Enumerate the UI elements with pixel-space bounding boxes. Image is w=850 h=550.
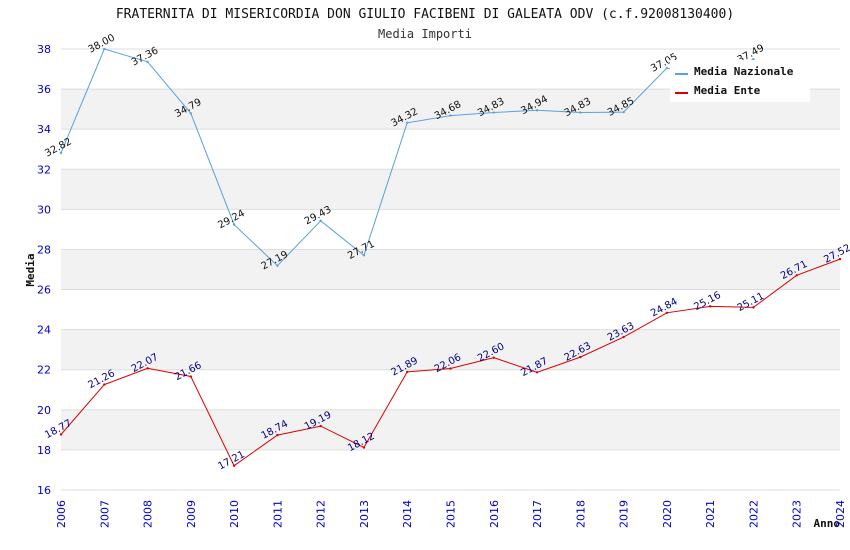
legend-label-media-nazionale: Media Nazionale — [694, 65, 794, 78]
y-tick-label: 20 — [37, 404, 51, 417]
x-tick-label: 2017 — [531, 500, 544, 528]
x-axis-title: Anno — [814, 517, 841, 530]
x-tick-label: 2011 — [271, 500, 284, 528]
data-point-media-nazionale — [492, 111, 495, 114]
band — [61, 409, 840, 450]
x-axis-ticks: 2006 2007 2008 2009 2010 2011 2012 2013 2014 2015… — [55, 500, 847, 528]
y-tick-label: 36 — [37, 83, 51, 96]
x-tick-label: 2016 — [488, 500, 501, 528]
data-point-media-ente — [103, 383, 106, 386]
series-lines — [59, 47, 842, 467]
data-point-media-ente — [276, 433, 279, 437]
data-point-media-nazionale — [579, 111, 582, 114]
x-tick-label: 2013 — [358, 500, 371, 528]
x-tick-label: 2015 — [445, 500, 458, 528]
data-point-media-ente — [708, 305, 712, 308]
y-tick-label: 24 — [37, 324, 51, 337]
x-tick-label: 2012 — [315, 500, 328, 528]
y-tick-label: 30 — [37, 203, 51, 216]
y-tick-label: 38 — [37, 43, 51, 56]
data-point-media-nazionale — [449, 114, 452, 117]
data-point-media-nazionale — [622, 110, 625, 114]
data-point-media-ente — [362, 446, 366, 449]
data-point-media-ente — [319, 424, 322, 428]
data-point-media-ente — [752, 306, 755, 309]
data-point-media-ente — [622, 335, 625, 339]
x-tick-label: 2018 — [574, 500, 587, 528]
y-axis-ticks: 16 18 20 22 24 26 28 30 32 34 36 38 — [37, 43, 51, 497]
x-tick-label: 2007 — [98, 500, 111, 528]
y-tick-label: 34 — [37, 123, 51, 136]
legend-label-media-ente: Media Ente — [694, 84, 761, 97]
band — [61, 249, 840, 290]
band — [61, 129, 840, 170]
band — [61, 449, 840, 490]
data-point-media-ente — [838, 257, 842, 261]
band — [61, 289, 840, 330]
x-tick-label: 2019 — [618, 500, 631, 528]
data-point-media-ente — [59, 433, 63, 436]
data-point-media-nazionale — [665, 66, 669, 70]
x-tick-label: 2020 — [661, 500, 674, 528]
data-point-media-ente — [406, 370, 409, 374]
data-point-media-ente — [579, 355, 582, 359]
data-point-media-nazionale — [189, 112, 193, 115]
data-point-media-nazionale — [276, 264, 279, 267]
y-axis-title: Media — [24, 253, 37, 286]
data-point-media-nazionale — [59, 151, 63, 155]
data-point-media-ente — [189, 375, 193, 378]
gridlines — [61, 48, 840, 491]
legend-box — [670, 60, 810, 102]
x-tick-label: 2022 — [747, 500, 760, 528]
x-tick-label: 2023 — [791, 500, 804, 528]
data-point-media-ente — [795, 274, 798, 277]
data-point-media-ente — [449, 367, 452, 370]
x-tick-label: 2010 — [228, 500, 241, 528]
data-point-media-ente — [146, 367, 149, 370]
data-point-media-nazionale — [752, 58, 755, 61]
chart-subtitle: Media Importi — [378, 27, 472, 41]
data-point-media-nazionale — [535, 109, 539, 112]
y-tick-label: 28 — [37, 243, 51, 256]
y-tick-label: 22 — [37, 364, 51, 377]
y-tick-label: 16 — [37, 484, 51, 497]
x-tick-label: 2021 — [704, 500, 717, 528]
legend: Media Nazionale Media Ente — [670, 60, 810, 102]
x-tick-label: 2014 — [401, 500, 414, 528]
data-point-media-nazionale — [103, 47, 106, 51]
data-point-media-nazionale — [146, 60, 149, 64]
data-point-media-ente — [492, 356, 495, 359]
x-tick-label: 2024 — [834, 500, 847, 528]
data-point-media-nazionale — [362, 254, 366, 257]
y-tick-label: 32 — [37, 163, 51, 176]
data-point-media-nazionale — [232, 223, 236, 226]
data-point-media-ente — [665, 311, 669, 314]
y-tick-label: 18 — [37, 444, 51, 457]
y-tick-label: 26 — [37, 284, 51, 297]
band — [61, 169, 840, 210]
x-tick-label: 2009 — [185, 500, 198, 528]
x-tick-label: 2008 — [142, 500, 155, 528]
chart-title: FRATERNITA DI MISERICORDIA DON GIULIO FA… — [116, 7, 734, 22]
plot-background-bands — [61, 49, 840, 490]
data-point-media-ente — [535, 371, 539, 374]
band — [61, 209, 840, 250]
data-point-media-ente — [232, 464, 236, 467]
x-tick-label: 2006 — [55, 500, 68, 528]
data-point-media-nazionale — [319, 219, 322, 222]
data-point-media-nazionale — [406, 121, 409, 124]
band — [61, 329, 840, 370]
